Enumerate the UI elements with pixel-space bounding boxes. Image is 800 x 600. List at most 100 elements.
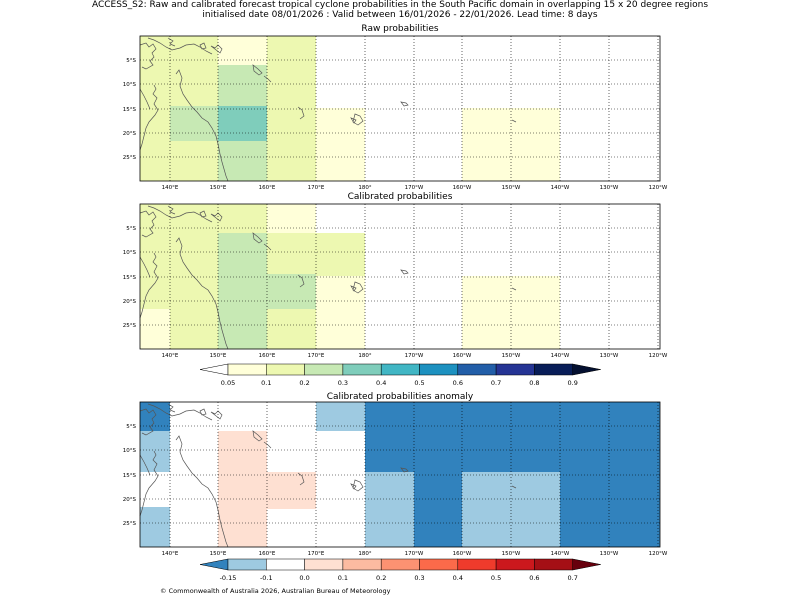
colorbar-tick-label: 0.5	[414, 379, 424, 387]
longitude-tick-label: 160°E	[259, 353, 276, 359]
coastline-path	[263, 243, 272, 251]
latitude-tick-label: 25°S	[123, 155, 137, 161]
longitude-tick-label: 150°E	[210, 353, 227, 359]
longitude-tick-label: 130°W	[600, 353, 619, 359]
colorbar-segment	[457, 363, 497, 376]
colorbar-segment	[304, 363, 344, 376]
coastline-path	[297, 472, 305, 486]
colorbar-segment	[380, 558, 420, 571]
colorbar-extend-right	[572, 558, 601, 571]
longitude-tick-label: 160°E	[259, 551, 276, 557]
colorbar-tick-label: 0.4	[376, 379, 386, 387]
probability-cell	[170, 204, 218, 349]
probability-cell	[267, 274, 316, 309]
longitude-tick-label: 180°	[358, 185, 371, 191]
map-panel-calibrated: 140°E 150°E 160°E 170°E 180° 170°W 160°W 150°W 1…	[123, 203, 668, 359]
coastline-path	[252, 232, 263, 244]
longitude-tick-label: 150°W	[502, 551, 521, 557]
latitude-tick-label: 5°S	[126, 424, 136, 430]
probability-colorbar: 0.05 0.1 0.2 0.3 0.4 0.5 0.6 0.7 0.8 0.9	[199, 363, 601, 387]
coastline-path	[139, 450, 159, 517]
longitude-tick-label: 160°W	[453, 353, 472, 359]
longitude-tick-label: 120°W	[649, 185, 668, 191]
colorbar-tick-label: 0.6	[453, 379, 463, 387]
coastline-path	[400, 101, 409, 107]
longitude-tick-label: 140°E	[162, 551, 179, 557]
probability-cell	[140, 507, 170, 547]
longitude-tick-label: 140°W	[551, 185, 570, 191]
colorbar-tick-label: 0.1	[261, 379, 271, 387]
figure-title-line2: initialised date 08/01/2026 : Valid betw…	[202, 10, 598, 20]
map-frame	[139, 35, 661, 182]
latitude-tick-label: 10°S	[123, 250, 137, 256]
colorbar-extend-left	[199, 363, 229, 376]
longitude-tick-label: 140°W	[551, 353, 570, 359]
colorbar-segment	[419, 363, 459, 376]
probability-cell	[218, 36, 267, 65]
colorbar-tick-label: 0.2	[376, 574, 386, 582]
anomaly-colorbar: -0.15 -0.1 0.0 0.1 0.2 0.3 0.4 0.5 0.6 0.7	[199, 558, 601, 582]
longitude-tick-label: 150°W	[502, 353, 521, 359]
longitude-tick-label: 140°W	[551, 551, 570, 557]
coastline-path	[511, 485, 517, 489]
colorbar-tick-label: 0.0	[299, 574, 309, 582]
coastline-path	[350, 483, 357, 490]
longitude-tick-label: 160°W	[453, 551, 472, 557]
colorbar-segment	[227, 558, 267, 571]
copyright-footer: © Commonwealth of Australia 2026, Austra…	[160, 587, 391, 595]
colorbar-tick-label: 0.3	[414, 574, 424, 582]
longitude-tick-label: 120°W	[649, 551, 668, 557]
colorbar-segment	[534, 363, 573, 376]
longitude-tick-label: 130°W	[600, 185, 619, 191]
coastline-path	[400, 467, 409, 473]
probability-cell	[365, 472, 414, 547]
colorbar-extend-left	[199, 558, 229, 571]
colorbar-extend-right	[572, 363, 601, 376]
coastline-path	[139, 256, 151, 278]
longitude-tick-label: 180°	[358, 353, 371, 359]
colorbar-tick-label: 0.8	[529, 379, 539, 387]
colorbar-tick-label: -0.1	[260, 574, 273, 582]
coastline-path	[139, 84, 159, 151]
colorbar-tick-label: 0.6	[529, 574, 539, 582]
coastline-path	[139, 454, 151, 476]
colorbar-tick-label: 0.4	[453, 574, 463, 582]
longitude-tick-label: 150°E	[210, 185, 227, 191]
coastline-path	[139, 252, 159, 319]
longitude-tick-label: 170°E	[308, 353, 325, 359]
colorbar-segment	[419, 558, 459, 571]
latitude-tick-label: 15°S	[123, 275, 137, 281]
coastline-path	[263, 441, 272, 449]
longitude-tick-label: 150°W	[502, 185, 521, 191]
colorbar-tick-label: 0.9	[568, 379, 578, 387]
colorbar-segment	[342, 558, 382, 571]
figure-title-line1: ACCESS_S2: Raw and calibrated forecast t…	[91, 0, 709, 10]
colorbar-segment	[495, 363, 535, 376]
coastline-path	[297, 106, 305, 120]
probability-cell	[316, 402, 365, 431]
map-frame	[139, 203, 661, 350]
coastline-path	[139, 88, 151, 110]
colorbar-tick-label: 0.2	[299, 379, 309, 387]
coastline-path	[199, 408, 207, 416]
colorbar-segment	[266, 558, 305, 571]
probability-cell	[316, 276, 365, 349]
coastline-path	[139, 408, 157, 436]
longitude-tick-label: 160°W	[453, 185, 472, 191]
map-panel-raw: 140°E 150°E 160°E 170°E 180° 170°W 160°W 150°W 1…	[123, 35, 668, 191]
latitude-tick-label: 5°S	[126, 58, 136, 64]
coastline-path	[167, 37, 176, 47]
probability-cell	[218, 106, 267, 141]
colorbar-segment	[457, 558, 497, 571]
coastline-path	[350, 117, 357, 124]
longitude-tick-label: 180°	[358, 551, 371, 557]
probability-cell	[140, 431, 170, 472]
probability-cell	[218, 431, 267, 547]
probability-cell	[267, 36, 316, 181]
coastline-path	[210, 44, 223, 54]
probability-cell	[267, 472, 316, 509]
map-frame	[139, 401, 661, 548]
coastline-path	[252, 430, 263, 442]
coastline-path	[511, 119, 517, 123]
